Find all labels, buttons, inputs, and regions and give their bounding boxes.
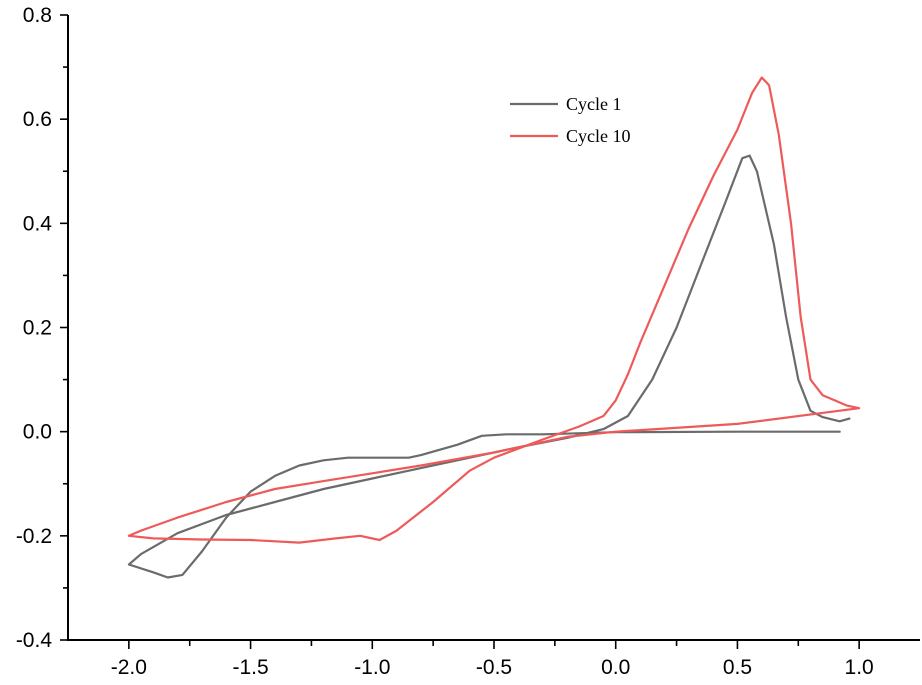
legend-label: Cycle 1: [566, 94, 622, 114]
axis-frame: [67, 15, 920, 641]
y-tick-label: 0.8: [23, 4, 52, 27]
y-axis-ticks: -0.4 -0.2 0.0 0.2 0.4 0.6 0.8: [16, 4, 68, 652]
x-tick-label: -1.0: [354, 656, 390, 679]
x-tick-label: 0.5: [723, 656, 752, 679]
series-line-cycle-10: [127, 76, 861, 544]
series-line-cycle-1: [127, 154, 851, 579]
y-tick-label: 0.6: [23, 108, 52, 131]
y-tick-label: -0.2: [16, 525, 52, 548]
y-tick-label: 0.0: [23, 421, 52, 444]
x-axis-ticks: -2.0 -1.5 -1.0 -0.5 0.0 0.5 1.0: [111, 640, 874, 679]
y-tick-label: 0.4: [23, 212, 53, 235]
x-tick-label: -1.5: [232, 656, 268, 679]
y-tick-label: -0.4: [16, 629, 53, 652]
legend-label: Cycle 10: [566, 126, 631, 146]
x-tick-label: -0.5: [476, 656, 512, 679]
x-tick-label: 1.0: [845, 656, 874, 679]
legend: Cycle 1 Cycle 10: [510, 94, 631, 146]
x-tick-label: -2.0: [111, 656, 147, 679]
y-tick-label: 0.2: [23, 317, 52, 340]
series-group: [127, 76, 861, 579]
x-tick-label: 0.0: [601, 656, 630, 679]
